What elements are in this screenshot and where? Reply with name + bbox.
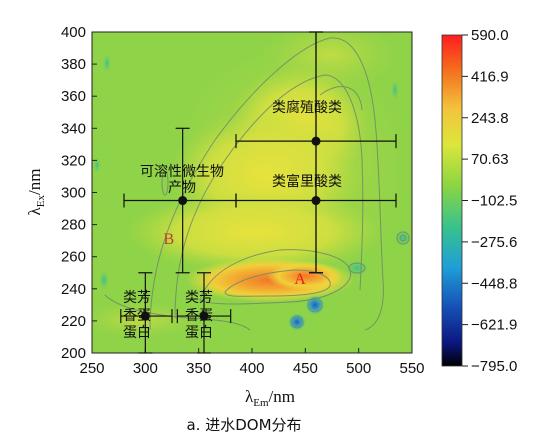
colorbar-tick-label: 416.9 [471,68,509,85]
peak-marker-a: A [294,271,306,288]
peak-marker-b: B [163,231,174,248]
colorbar-tick-label: 243.8 [471,110,509,127]
region-label: 香蛋 [123,308,151,324]
y-label-sub: Ex [35,194,47,207]
region-label: 蛋白 [123,325,151,341]
x-tick-label: 350 [186,360,211,377]
x-tick-label: 550 [399,360,424,377]
region-label: 产物 [168,180,196,196]
axis-ticks: 250 300 350 400 450 500 550 200 220 240 260 280 300 3… [61,24,425,377]
region-label: 蛋白 [185,325,213,341]
colorbar-tick-label: −621.9 [471,317,517,334]
heatmap-field [92,32,412,353]
figure-caption: a. 进水DOM分布 [186,416,301,434]
region-center-point [178,196,188,206]
region-center-point [140,311,150,321]
region-label: 类腐殖酸类 [272,99,342,116]
x-tick-label: 400 [239,360,264,377]
region-center-point [311,196,321,206]
region-center-point [199,311,209,321]
colorbar [441,34,463,367]
colorbar-tick-label: −275.6 [471,234,517,251]
colorbar-tick-label: 70.63 [471,151,509,168]
x-tick-label: 300 [133,360,158,377]
y-tick-label: 320 [61,152,86,169]
y-tick-label: 200 [61,345,86,362]
x-label-unit: /nm [269,387,295,406]
region-label: 可溶性微生物 [140,164,224,180]
x-label-main: λ [245,387,254,406]
y-label-main: λ [25,206,44,215]
x-tick-label: 450 [293,360,318,377]
y-label-unit: /nm [25,169,44,195]
x-tick-label: 500 [346,360,371,377]
y-tick-label: 360 [61,88,86,105]
y-tick-label: 260 [61,249,86,266]
region-label: 香蛋 [185,308,213,324]
y-tick-label: 240 [61,281,86,298]
colorbar-tick-label: −102.5 [471,193,517,210]
colorbar-tick-label: 590.0 [471,27,509,44]
colorbar-tick-label: −448.8 [471,275,517,292]
y-tick-label: 340 [61,120,86,137]
x-axis-label: λEm/nm [245,387,295,409]
y-tick-label: 300 [61,185,86,202]
colorbar-tick-label: −795.0 [471,358,517,375]
y-tick-label: 380 [61,56,86,73]
region-label: 类富里酸类 [272,173,342,190]
y-tick-label: 280 [61,217,86,234]
region-label: 类芳 [185,289,213,306]
y-tick-label: 400 [61,24,86,41]
y-tick-label: 220 [61,313,86,330]
region-label: 类芳 [123,289,151,306]
y-axis-label: λEx/nm [25,169,47,216]
x-label-sub: Em [253,397,269,409]
x-tick-label: 250 [79,360,104,377]
colorbar-ticks: 590.0 416.9 243.8 70.63 −102.5 −275.6 −448.8 −6… [462,27,517,375]
